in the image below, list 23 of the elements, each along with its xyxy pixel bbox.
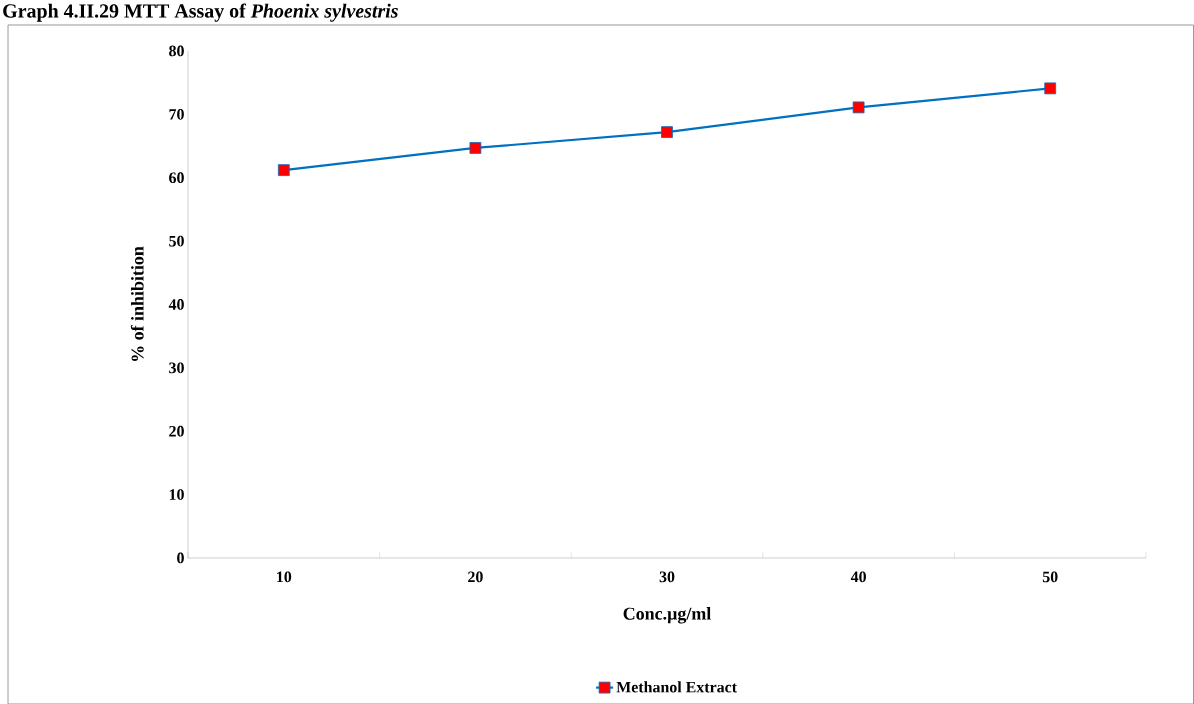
x-tick-label: 50 (1042, 571, 1058, 583)
y-tick-label: 30 (169, 362, 184, 374)
y-tick-label: 20 (169, 425, 184, 437)
x-tick-label: 20 (468, 571, 483, 583)
point (1044, 82, 1057, 95)
y-tick-label: 80 (169, 45, 184, 57)
x-axis-title: Conc.µg/ml (623, 607, 711, 624)
x-tick-label: 40 (850, 571, 866, 583)
y-tick-label: 40 (168, 299, 184, 310)
point (277, 164, 290, 177)
y-axis-title: % of inhibition (130, 246, 144, 361)
y-tick-label: 10 (169, 489, 184, 500)
y-tick-label: 50 (169, 235, 184, 247)
y-tick-label: 0 (177, 552, 184, 564)
chart-title: Graph 4.II.29 MTT Assay of Phoenix sylvestris (3, 3, 398, 22)
y-tick-label: 60 (169, 172, 184, 184)
legend-label: Methanol Extract (616, 681, 737, 693)
point (852, 101, 865, 114)
point (661, 126, 673, 138)
x-tick-label: 10 (277, 571, 292, 583)
x-tick-label: 30 (659, 571, 675, 583)
y-tick-label: 70 (169, 108, 184, 120)
point (469, 142, 482, 154)
